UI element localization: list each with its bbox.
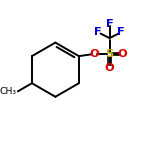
Text: F: F xyxy=(106,19,113,29)
Text: O: O xyxy=(117,49,127,59)
Text: CH₃: CH₃ xyxy=(0,87,17,96)
Text: S: S xyxy=(105,49,114,59)
Text: F: F xyxy=(117,27,125,37)
Text: O: O xyxy=(105,63,114,73)
Text: O: O xyxy=(89,49,99,59)
Text: F: F xyxy=(94,27,102,37)
